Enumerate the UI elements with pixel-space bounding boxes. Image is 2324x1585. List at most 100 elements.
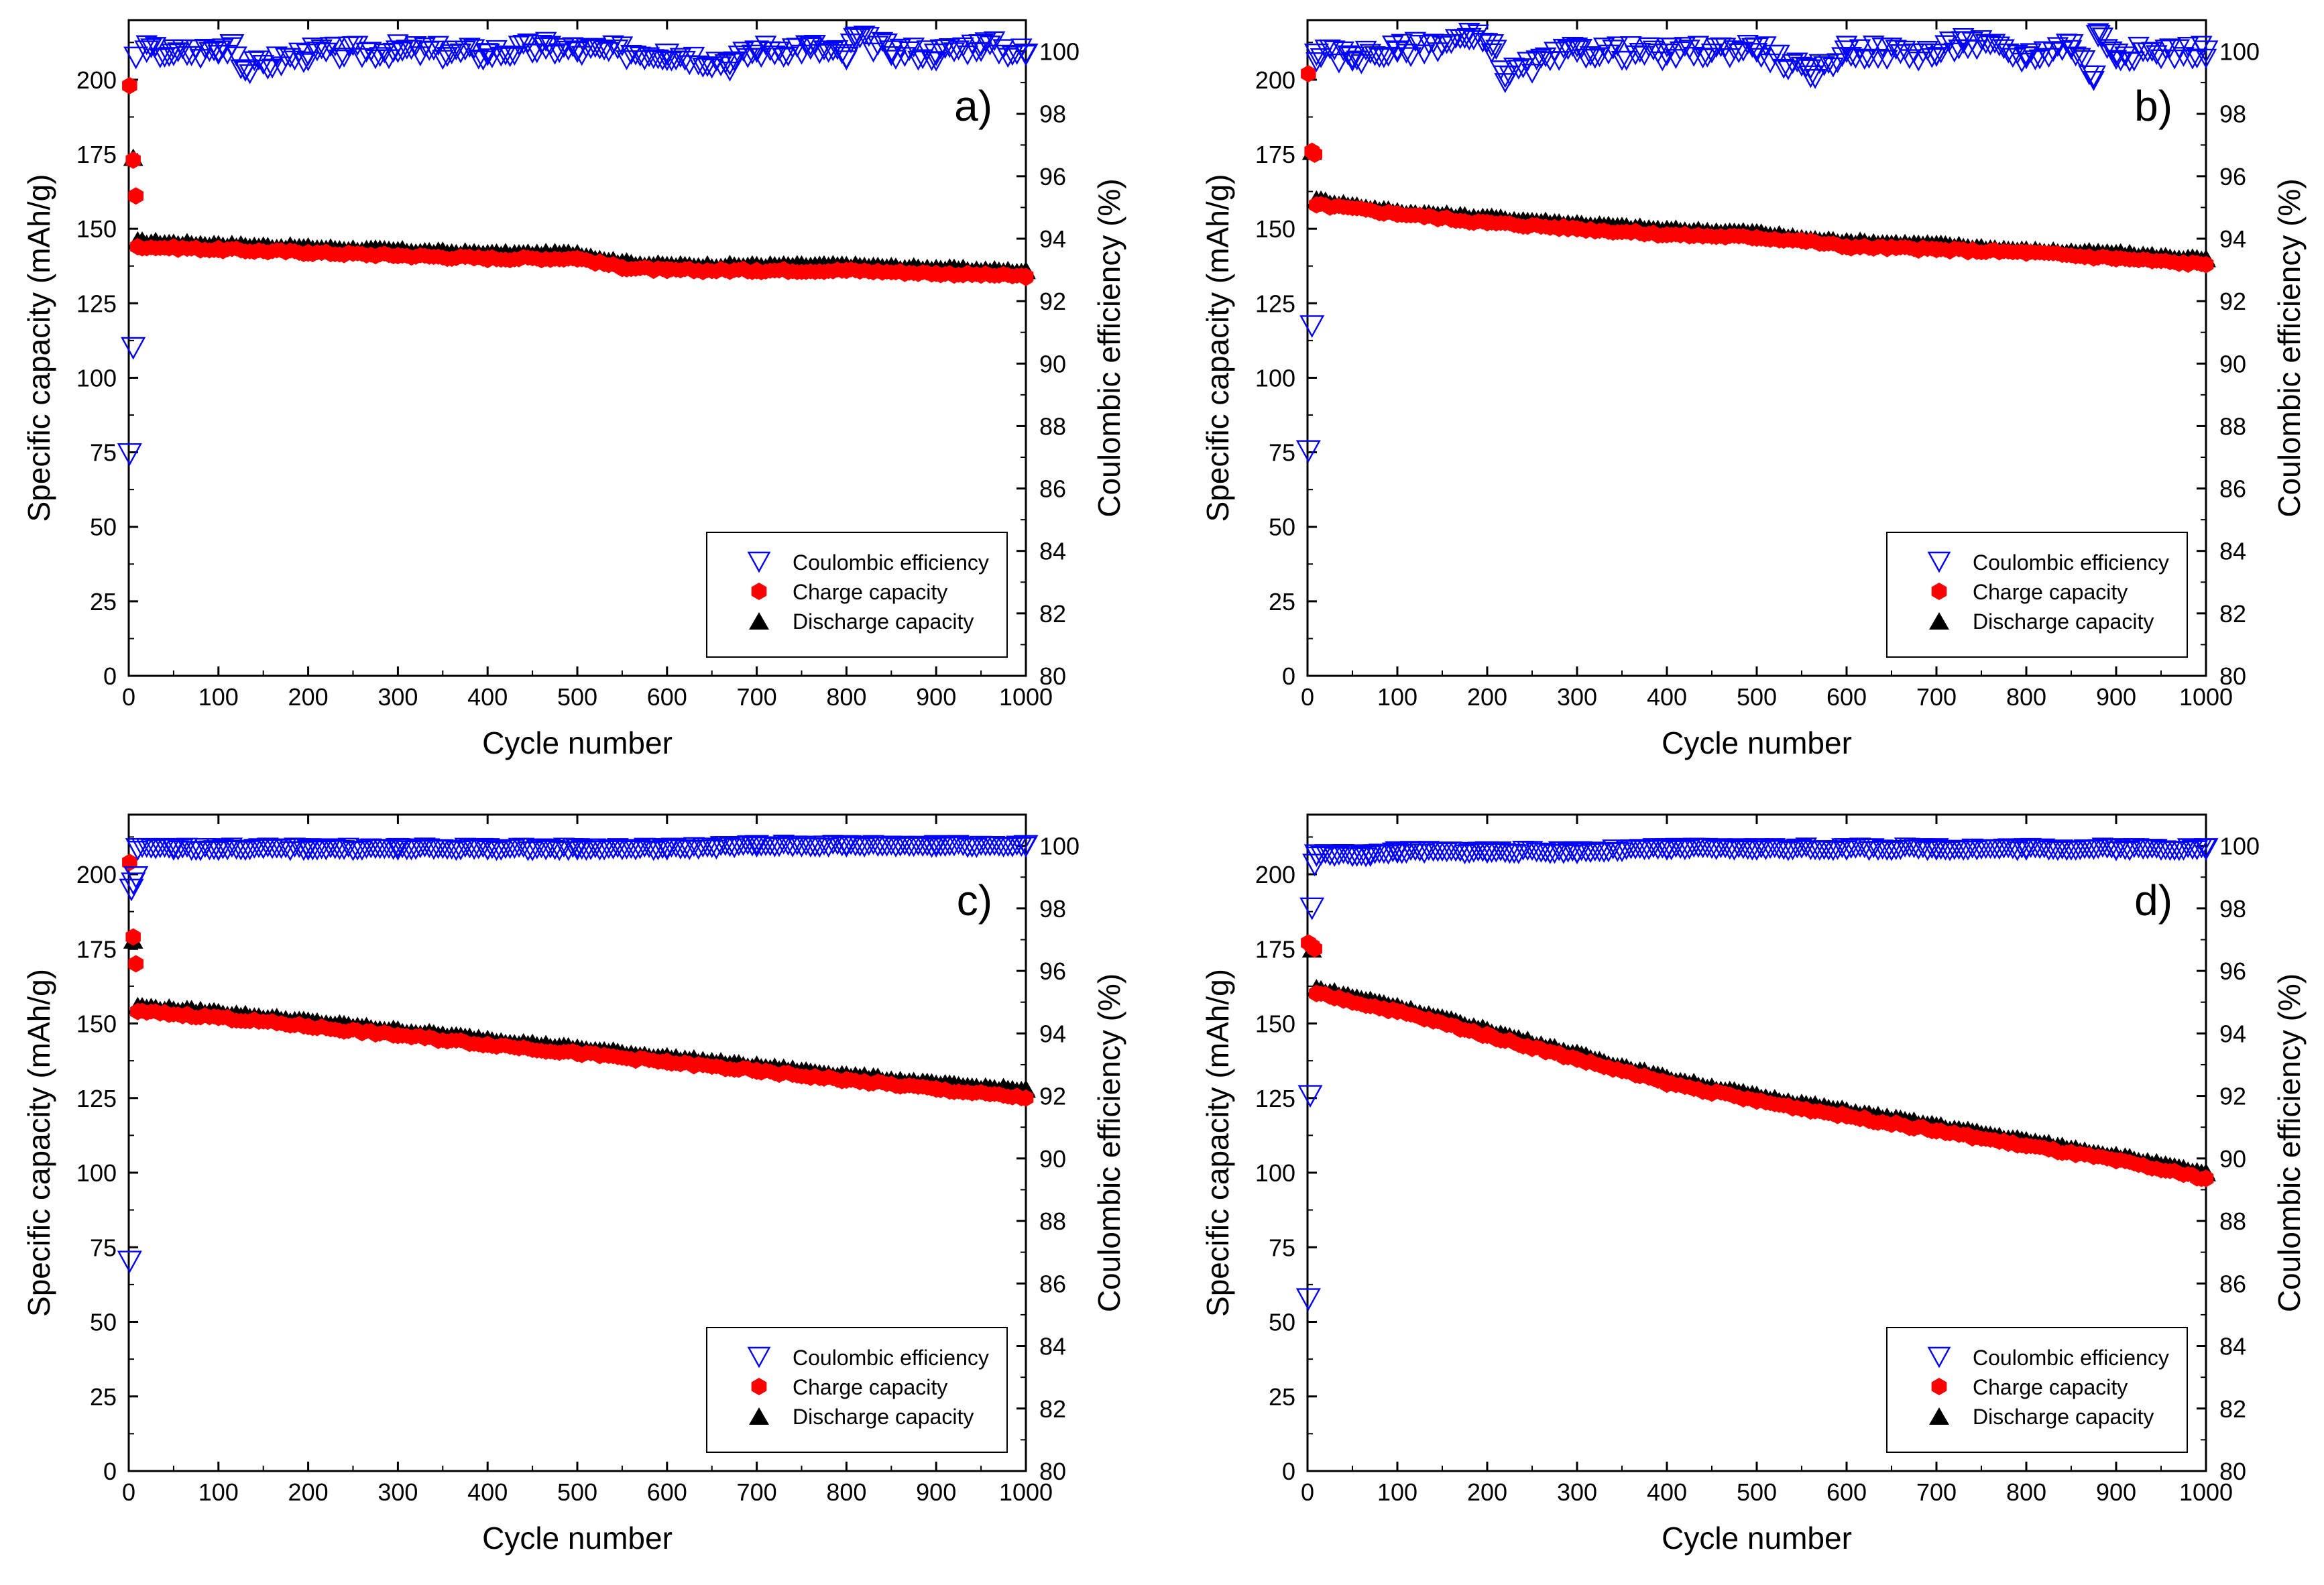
data-point	[826, 40, 849, 60]
y-tick-label: 100	[1255, 364, 1295, 392]
data-point	[1795, 58, 1818, 78]
y-tick-label: 125	[1255, 290, 1295, 317]
data-point	[1961, 838, 1983, 859]
data-point	[1642, 40, 1665, 61]
data-point	[894, 835, 916, 856]
data-point	[1849, 39, 1871, 60]
y-tick-label: 75	[90, 1234, 117, 1261]
x-tick-label: 200	[1467, 683, 1507, 711]
y2-tick-label: 92	[1039, 288, 1066, 315]
legend-marker	[1927, 551, 1951, 573]
x-tick-label: 1000	[999, 683, 1053, 711]
data-point	[463, 39, 485, 60]
data-point	[1912, 43, 1934, 64]
data-point	[1602, 40, 1624, 60]
data-point	[1302, 854, 1328, 877]
data-point	[880, 835, 903, 856]
y-tick-label: 25	[1269, 588, 1295, 615]
data-point	[1507, 60, 1530, 80]
data-point	[467, 50, 490, 70]
data-point	[544, 44, 566, 65]
y-tick-label: 0	[1282, 662, 1295, 690]
data-point	[947, 835, 970, 855]
data-point	[1714, 838, 1737, 859]
data-point	[202, 41, 225, 62]
legend: Coulombic efficiency Charge capacity Disch…	[1886, 532, 2188, 658]
data-point	[252, 54, 275, 75]
x-tick-label: 700	[737, 1478, 777, 1506]
data-point	[517, 34, 539, 54]
data-point	[1346, 50, 1369, 71]
y2-axis-label: Coulombic efficiency (%)	[2272, 974, 2307, 1312]
x-tick-label: 800	[826, 683, 866, 711]
data-point	[2078, 65, 2101, 86]
data-point	[2001, 48, 2024, 68]
legend-marker	[751, 583, 767, 600]
data-point	[2154, 40, 2177, 60]
data-point	[923, 835, 949, 858]
data-point	[1570, 38, 1593, 59]
data-point	[1862, 36, 1885, 56]
x-tick-label: 700	[737, 683, 777, 711]
legend-marker	[747, 551, 771, 573]
data-point	[161, 44, 186, 66]
data-point	[884, 50, 907, 70]
y2-tick-label: 84	[1039, 538, 1066, 565]
data-point	[337, 837, 360, 858]
data-point	[602, 839, 624, 860]
data-point	[135, 35, 158, 56]
data-point	[2118, 841, 2141, 862]
legend-label: Charge capacity	[1973, 1375, 2128, 1399]
data-point	[1440, 34, 1462, 54]
x-tick-label: 900	[916, 1478, 956, 1506]
y-tick-label: 150	[76, 1010, 117, 1038]
y-tick-label: 175	[1255, 935, 1295, 963]
y2-tick-label: 86	[2219, 475, 2246, 503]
data-point	[1323, 40, 1346, 61]
y2-tick-label: 84	[1039, 1333, 1066, 1360]
data-point	[239, 64, 261, 84]
data-point	[1485, 40, 1507, 60]
legend-label: Coulombic efficiency	[1973, 1346, 2169, 1370]
data-point	[1548, 841, 1570, 862]
data-point	[2181, 49, 2204, 70]
y2-tick-label: 82	[1039, 1395, 1066, 1423]
x-tick-label: 500	[1737, 1478, 1777, 1506]
data-point	[2145, 839, 2168, 859]
data-point	[2055, 34, 2078, 54]
data-point	[2015, 46, 2038, 66]
data-point	[853, 25, 876, 46]
data-point	[2128, 36, 2150, 57]
data-point	[449, 43, 472, 64]
data-point	[1723, 40, 1745, 60]
data-point	[1323, 847, 1346, 868]
data-point	[1800, 59, 1822, 80]
data-point	[2024, 50, 2046, 70]
data-point	[2145, 45, 2168, 66]
data-point	[472, 837, 494, 858]
data-point	[1763, 838, 1786, 858]
data-point	[925, 52, 947, 72]
x-tick-label: 500	[557, 683, 597, 711]
data-point	[1354, 847, 1377, 868]
data-point	[669, 48, 692, 68]
x-tick-label: 600	[1826, 1478, 1867, 1506]
x-tick-label: 300	[1557, 683, 1597, 711]
x-tick-label: 0	[122, 683, 135, 711]
data-point	[2046, 37, 2069, 58]
data-point	[1295, 1288, 1321, 1311]
panel-4: 0 100 200 300 400 500 600 700 800 900 1000 0 25 50 75 1…	[1200, 813, 2307, 1555]
data-point	[1476, 33, 1499, 53]
data-point	[880, 46, 903, 66]
data-point	[638, 838, 660, 858]
x-tick-label: 300	[1557, 1478, 1597, 1506]
x-axis-label: Cycle number	[1662, 1521, 1852, 1555]
data-point	[530, 34, 553, 55]
data-point	[1732, 839, 1755, 860]
data-point	[454, 837, 477, 858]
data-point	[1521, 841, 1544, 862]
data-point	[2091, 837, 2114, 858]
data-point	[369, 47, 391, 67]
legend: Coulombic efficiency Charge capacity Disch…	[706, 1327, 1008, 1453]
data-point	[229, 59, 252, 80]
